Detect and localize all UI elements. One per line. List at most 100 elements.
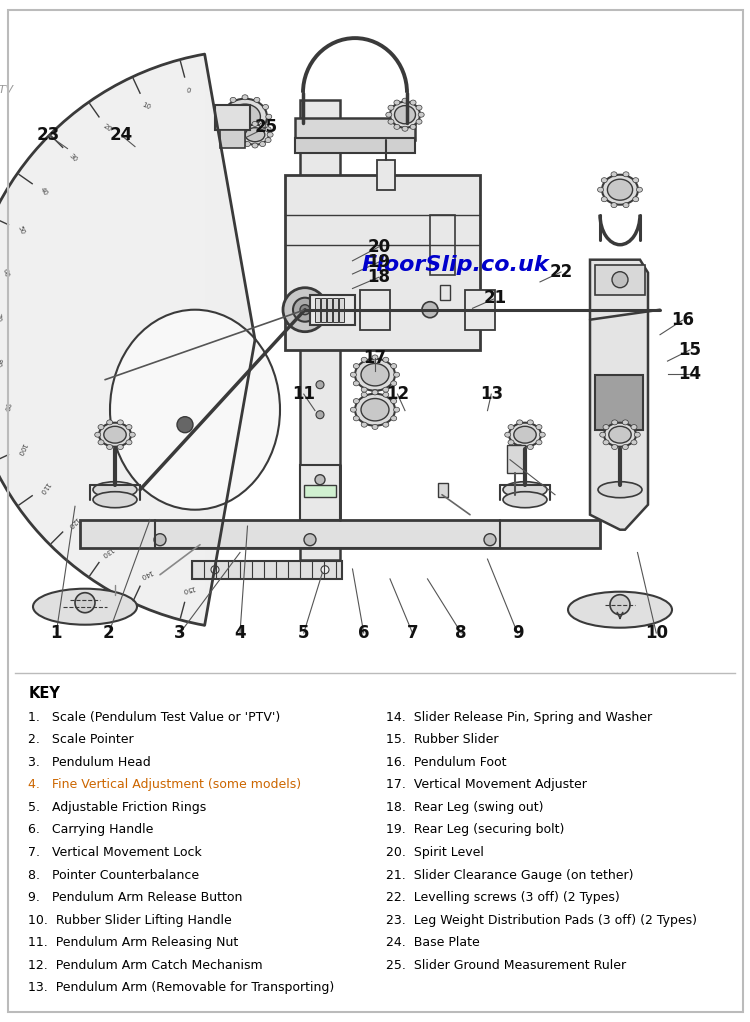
Circle shape xyxy=(316,411,324,419)
Circle shape xyxy=(75,593,95,613)
Ellipse shape xyxy=(350,407,356,412)
Ellipse shape xyxy=(631,439,637,445)
Ellipse shape xyxy=(390,102,420,128)
Ellipse shape xyxy=(402,98,408,103)
FancyBboxPatch shape xyxy=(360,289,390,330)
Ellipse shape xyxy=(221,104,227,109)
Ellipse shape xyxy=(99,423,131,447)
Text: 5.   Adjustable Friction Rings: 5. Adjustable Friction Rings xyxy=(28,801,207,814)
Ellipse shape xyxy=(372,389,378,394)
Ellipse shape xyxy=(410,125,416,130)
Ellipse shape xyxy=(603,424,609,429)
Ellipse shape xyxy=(600,432,606,437)
Ellipse shape xyxy=(536,439,542,445)
Ellipse shape xyxy=(230,97,236,102)
Ellipse shape xyxy=(611,172,617,177)
Text: 90: 90 xyxy=(2,402,10,412)
Ellipse shape xyxy=(508,424,514,429)
Ellipse shape xyxy=(353,381,359,386)
Ellipse shape xyxy=(509,423,541,447)
Text: 14.  Slider Release Pin, Spring and Washer: 14. Slider Release Pin, Spring and Washe… xyxy=(386,711,652,724)
Circle shape xyxy=(177,417,193,432)
Text: 10: 10 xyxy=(645,624,668,642)
Text: 1.   Scale (Pendulum Test Value or 'PTV'): 1. Scale (Pendulum Test Value or 'PTV') xyxy=(28,711,280,724)
Text: 18: 18 xyxy=(368,269,390,286)
Text: 60: 60 xyxy=(2,268,10,278)
FancyBboxPatch shape xyxy=(215,104,250,130)
Ellipse shape xyxy=(388,120,394,125)
Ellipse shape xyxy=(388,105,394,110)
Ellipse shape xyxy=(254,131,260,136)
Text: 30: 30 xyxy=(68,152,78,162)
Circle shape xyxy=(304,533,316,546)
Text: 3.   Pendulum Head: 3. Pendulum Head xyxy=(28,756,152,769)
Text: 5: 5 xyxy=(298,624,310,642)
Circle shape xyxy=(300,305,310,315)
Text: 15: 15 xyxy=(679,341,701,359)
Text: 2.   Scale Pointer: 2. Scale Pointer xyxy=(28,734,134,746)
FancyBboxPatch shape xyxy=(192,561,342,578)
Text: 22: 22 xyxy=(549,263,573,281)
Text: 17.  Vertical Movement Adjuster: 17. Vertical Movement Adjuster xyxy=(386,779,587,791)
Text: KEY: KEY xyxy=(28,686,60,701)
Ellipse shape xyxy=(110,310,280,510)
Ellipse shape xyxy=(260,142,266,146)
Ellipse shape xyxy=(262,124,268,129)
Ellipse shape xyxy=(218,114,224,120)
Ellipse shape xyxy=(394,100,400,105)
Ellipse shape xyxy=(355,359,395,390)
FancyBboxPatch shape xyxy=(339,297,344,322)
Circle shape xyxy=(154,533,166,546)
FancyBboxPatch shape xyxy=(595,265,645,294)
Text: 16.  Pendulum Foot: 16. Pendulum Foot xyxy=(386,756,507,769)
Ellipse shape xyxy=(267,132,273,137)
Text: 20: 20 xyxy=(368,238,390,256)
Ellipse shape xyxy=(98,439,104,445)
Text: 120: 120 xyxy=(66,515,80,529)
Ellipse shape xyxy=(242,95,248,100)
FancyBboxPatch shape xyxy=(327,297,332,322)
Text: 19.  Rear Leg (securing bolt): 19. Rear Leg (securing bolt) xyxy=(386,824,565,836)
Text: 12: 12 xyxy=(386,385,409,403)
Ellipse shape xyxy=(362,392,368,398)
Ellipse shape xyxy=(611,202,617,207)
Ellipse shape xyxy=(382,358,388,362)
Text: 9: 9 xyxy=(512,624,524,642)
Ellipse shape xyxy=(117,420,123,425)
Text: 50: 50 xyxy=(16,226,26,236)
Ellipse shape xyxy=(622,420,628,425)
Text: 19: 19 xyxy=(368,253,390,271)
Ellipse shape xyxy=(602,178,608,183)
Ellipse shape xyxy=(527,420,533,425)
Text: 40: 40 xyxy=(39,186,49,197)
Text: 21: 21 xyxy=(484,289,506,308)
Ellipse shape xyxy=(394,372,400,377)
Ellipse shape xyxy=(416,120,422,125)
Text: 15.  Rubber Slider: 15. Rubber Slider xyxy=(386,734,499,746)
Text: 6.   Carrying Handle: 6. Carrying Handle xyxy=(28,824,154,836)
FancyBboxPatch shape xyxy=(295,118,415,140)
Text: 8.   Pointer Counterbalance: 8. Pointer Counterbalance xyxy=(28,869,200,882)
Ellipse shape xyxy=(604,423,636,447)
Ellipse shape xyxy=(221,124,227,129)
Text: 17: 17 xyxy=(364,349,386,367)
Text: 21.  Slider Clearance Gauge (on tether): 21. Slider Clearance Gauge (on tether) xyxy=(386,869,634,882)
FancyBboxPatch shape xyxy=(220,130,245,148)
Ellipse shape xyxy=(612,445,618,450)
Ellipse shape xyxy=(416,105,422,110)
Ellipse shape xyxy=(260,123,266,128)
FancyBboxPatch shape xyxy=(430,215,455,275)
FancyBboxPatch shape xyxy=(310,294,355,325)
Ellipse shape xyxy=(603,439,609,445)
Text: 100: 100 xyxy=(16,442,27,456)
Text: 18.  Rear Leg (swing out): 18. Rear Leg (swing out) xyxy=(386,801,544,814)
Text: 20: 20 xyxy=(102,124,112,133)
Text: 11: 11 xyxy=(292,385,315,403)
Polygon shape xyxy=(0,54,255,625)
Ellipse shape xyxy=(568,592,672,628)
Ellipse shape xyxy=(98,424,104,429)
Ellipse shape xyxy=(637,187,643,192)
Ellipse shape xyxy=(106,420,112,425)
Text: 2: 2 xyxy=(103,624,115,642)
Ellipse shape xyxy=(382,387,388,392)
